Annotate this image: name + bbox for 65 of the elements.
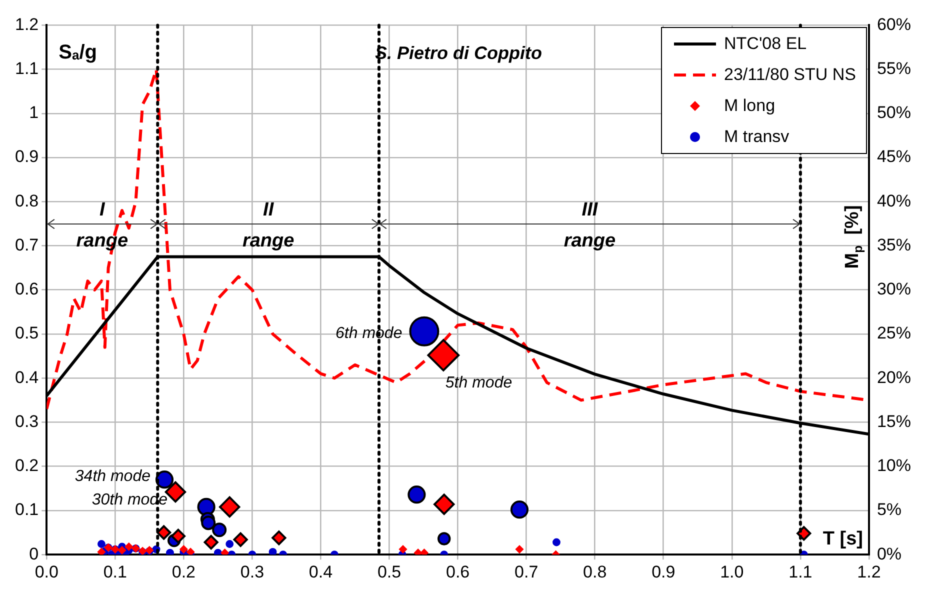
y2-tick-label: 5% [876, 500, 902, 520]
x-tick-label: 1.2 [857, 562, 881, 582]
point [97, 548, 106, 555]
y2-tick-label: 35% [876, 235, 912, 254]
y-tick-label: 0.5 [14, 324, 39, 343]
y2-tick-label: 30% [876, 280, 912, 299]
y2-tick-label: 45% [876, 147, 912, 166]
y-tick-label: 0.1 [14, 500, 39, 520]
point [124, 542, 134, 551]
x-tick-label: 0.1 [103, 562, 127, 582]
point [179, 545, 188, 554]
y2-tick-label: 0% [876, 544, 902, 564]
y2-tick-label: 25% [876, 324, 912, 343]
y-tick-label: 1.2 [14, 14, 39, 34]
y-axis-title: Sa/g [58, 42, 97, 64]
x-tick-label: 0.6 [446, 562, 470, 582]
x-tick-label: 0.9 [652, 562, 676, 582]
y2-axis-title: Mp [%] [842, 205, 866, 269]
point [398, 545, 408, 554]
y2-tick-label: 40% [876, 191, 912, 210]
point [226, 540, 234, 548]
point [118, 546, 126, 554]
point [214, 548, 222, 555]
x-tick-label: 1.0 [720, 562, 744, 582]
point [186, 548, 195, 555]
y2-tick-label: 50% [876, 103, 912, 122]
x-tick-label: 1.1 [788, 562, 812, 582]
annotation: II range [242, 199, 295, 252]
y-tick-label: 1 [29, 103, 39, 122]
y2-tick-label: 10% [876, 456, 912, 476]
x-tick-label: 0.2 [172, 562, 196, 582]
point [515, 545, 524, 554]
y2-tick-label: 60% [876, 14, 912, 34]
legend-label: NTC'08 EL [724, 34, 807, 54]
y-tick-label: 0.6 [14, 280, 39, 299]
annotation: 5th mode [445, 374, 512, 392]
legend-label: 23/11/80 STU NS [724, 65, 856, 86]
y-tick-label: 0 [29, 544, 39, 564]
x-axis-title: T [s] [822, 528, 863, 550]
legend-label: M transv [724, 127, 790, 148]
x-tick-label: 0.3 [240, 562, 264, 582]
y-tick-label: 0.9 [14, 147, 39, 166]
y2-tick-label: 15% [876, 412, 912, 431]
y-tick-label: 0.4 [14, 368, 39, 387]
y2-tick-label: 55% [876, 59, 912, 78]
point [166, 548, 174, 555]
annotation: III range [564, 199, 616, 252]
x-tick-label: 0.4 [308, 562, 333, 582]
y-tick-label: 0.2 [14, 456, 39, 476]
annotation: 34th mode [74, 468, 151, 486]
y-tick-label: 0.7 [14, 235, 39, 254]
legend-label: M long [724, 96, 776, 116]
y-tick-label: 0.8 [14, 191, 39, 210]
annotation: I range [76, 199, 128, 252]
point [552, 538, 560, 546]
point [97, 540, 106, 548]
y-tick-label: 1.1 [14, 59, 39, 78]
x-tick-label: 0.5 [377, 562, 402, 582]
x-tick-label: 0.7 [514, 562, 538, 582]
y-tick-label: 0.3 [14, 412, 39, 431]
x-tick-label: 0.0 [34, 562, 58, 582]
point [268, 548, 277, 555]
x-tick-label: 0.8 [583, 562, 607, 582]
annotation: 6th mode [336, 324, 402, 342]
y2-tick-label: 20% [876, 368, 912, 387]
